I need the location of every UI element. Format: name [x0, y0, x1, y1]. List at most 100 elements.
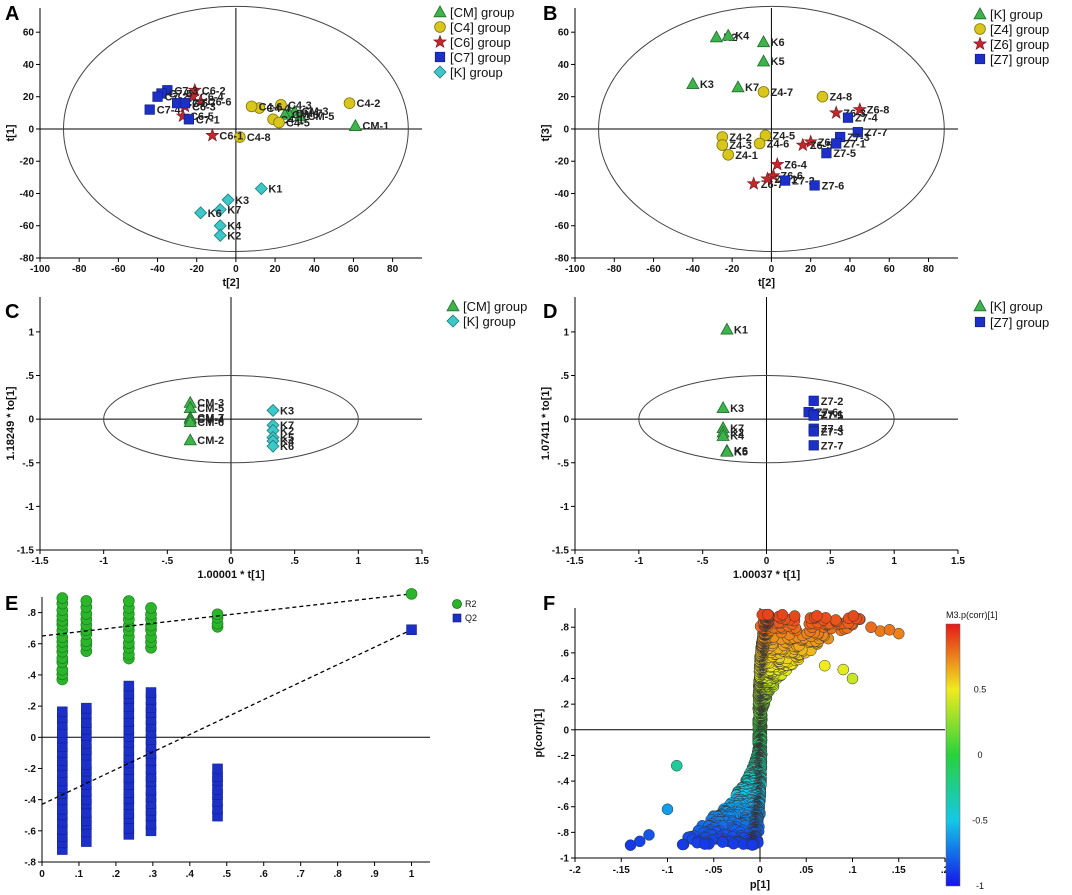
- data-point: [720, 322, 734, 335]
- y-tick-label: -.8: [557, 828, 569, 839]
- q2-permutation-point: [212, 783, 223, 795]
- y-tick-label: -1.5: [17, 546, 35, 557]
- data-point: [759, 129, 772, 142]
- point-label: Z4-1: [735, 150, 758, 162]
- legend-marker: [972, 36, 988, 51]
- x-tick-label: -100: [30, 264, 50, 275]
- data-point: [757, 86, 770, 98]
- data-point: [756, 35, 771, 48]
- data-point: [183, 433, 197, 446]
- q2-permutation-point: [145, 687, 157, 698]
- data-point: [205, 127, 220, 142]
- point-label: CM-3: [302, 106, 329, 118]
- x-tick-label: -.1: [662, 865, 674, 876]
- y-tick-label: -.4: [24, 795, 36, 806]
- colorbar-tick-label: -0.5: [972, 816, 988, 826]
- s-plot-point: [624, 839, 637, 851]
- data-point: [808, 426, 819, 437]
- data-point: [275, 98, 287, 111]
- data-point: [221, 193, 235, 207]
- point-label: C4-5: [286, 118, 310, 130]
- y-tick-label: -80: [555, 254, 570, 265]
- x-tick-label: -80: [607, 264, 622, 275]
- data-point: [144, 104, 155, 115]
- y-tick-label: -60: [20, 221, 35, 232]
- data-point: [709, 30, 724, 43]
- data-point: [183, 414, 197, 427]
- data-point: [816, 90, 829, 103]
- data-point: [808, 410, 819, 421]
- y-tick-label: .8: [28, 608, 37, 619]
- point-label: Z4-5: [773, 130, 796, 142]
- point-label: C7-6: [184, 98, 208, 110]
- point-label: K5: [280, 432, 294, 444]
- legend-marker: [974, 316, 986, 328]
- point-label: K1: [268, 184, 282, 196]
- x-tick-label: 80: [923, 264, 935, 275]
- y-tick-label: 60: [23, 28, 35, 39]
- point-label: K3: [280, 405, 294, 417]
- x-tick-label: -60: [646, 264, 661, 275]
- point-label: C4-4: [266, 103, 291, 115]
- x-axis-label: 1.00037 * t[1]: [733, 569, 801, 581]
- legend-label: Q2: [465, 613, 477, 623]
- q2-permutation-point: [81, 759, 92, 770]
- x-tick-label: -1.5: [566, 556, 584, 567]
- x-tick-label: .05: [799, 865, 813, 876]
- x-axis-label: p[1]: [750, 879, 771, 891]
- point-label: Z4-7: [771, 87, 794, 99]
- q2-permutation-point: [81, 836, 92, 847]
- y-tick-label: 1: [28, 327, 34, 338]
- legend-marker: [973, 7, 987, 20]
- legend-marker: [434, 21, 446, 33]
- q2-permutation-point: [57, 706, 68, 718]
- data-point: [175, 108, 191, 123]
- legend-label: [C4] group: [450, 20, 511, 35]
- point-label: C7-3: [174, 85, 198, 97]
- y-tick-label: 0: [30, 733, 36, 744]
- point-label: C7-7: [192, 98, 216, 110]
- legend-marker: [446, 314, 460, 328]
- y-axis-label: 1.18249 * to[1]: [5, 386, 17, 460]
- point-label: Z7-2: [792, 176, 815, 188]
- s-plot-point: [746, 839, 758, 851]
- s-plot-point: [643, 829, 655, 841]
- r2-permutation-point: [211, 608, 224, 621]
- y-tick-label: .5: [26, 371, 35, 382]
- legend-marker: [433, 65, 447, 79]
- point-label: Z7-6: [822, 180, 845, 192]
- q2-permutation-point: [57, 803, 68, 815]
- x-tick-label: 1: [891, 556, 897, 567]
- data-point: [716, 428, 730, 441]
- s-plot-point: [830, 614, 842, 626]
- point-label: CM-7: [197, 412, 224, 424]
- point-label: Z7-1: [821, 409, 844, 421]
- point-label: CM-4: [197, 414, 225, 426]
- point-label: K4: [280, 436, 295, 448]
- point-label: K1: [734, 324, 748, 336]
- data-point: [746, 176, 761, 190]
- data-point: [278, 107, 292, 120]
- y-tick-label: -.6: [557, 802, 569, 813]
- legend-marker: [446, 299, 460, 312]
- y-tick-label: 0: [28, 415, 34, 426]
- y-tick-label: .2: [28, 702, 37, 713]
- point-label: Z7-7: [865, 127, 888, 139]
- r2-permutation-point: [145, 602, 157, 614]
- data-point: [266, 439, 280, 453]
- point-label: CM-3: [197, 398, 224, 410]
- point-label: Z7-1: [843, 138, 866, 150]
- data-point: [770, 157, 785, 171]
- point-label: CM-5: [308, 111, 335, 123]
- legend-label: [K] group: [990, 299, 1043, 314]
- x-tick-label: .1: [848, 865, 857, 876]
- point-label: C6-6: [208, 97, 232, 109]
- y-tick-label: -40: [20, 189, 35, 200]
- s-plot-point: [716, 836, 729, 848]
- data-point: [273, 116, 285, 129]
- s-plot-point: [837, 663, 849, 676]
- data-point: [187, 82, 202, 97]
- data-point: [686, 76, 700, 90]
- data-point: [722, 148, 734, 161]
